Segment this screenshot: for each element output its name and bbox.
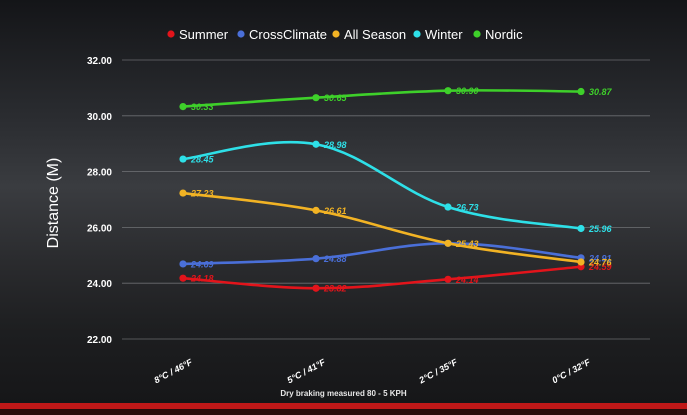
- legend-label: CrossClimate: [249, 27, 327, 42]
- data-label-winter: 28.98: [323, 140, 347, 150]
- series-line-summer: [182, 265, 582, 290]
- series-summer: 24.18 23.82 24.14 24.59: [179, 262, 612, 294]
- data-label-summer: 24.18: [190, 274, 214, 284]
- data-point-winter: [444, 203, 452, 211]
- data-label-winter: 25.96: [588, 224, 613, 234]
- legend-label: Winter: [425, 27, 463, 42]
- data-label-summer: 24.59: [588, 262, 612, 272]
- data-point-winter: [312, 140, 320, 148]
- data-point-summer: [444, 275, 452, 283]
- data-label-nordic: 30.33: [191, 102, 214, 112]
- data-point-winter: [577, 224, 585, 233]
- legend: Summer CrossClimate All Season Winter Nordic: [167, 27, 523, 42]
- legend-marker: [413, 30, 421, 38]
- data-point-crossclimate: [179, 260, 187, 268]
- series-line-winter: [182, 140, 582, 230]
- series-line-crossclimate: [182, 242, 582, 266]
- data-label-winter: 28.45: [190, 155, 215, 165]
- data-point-summer: [179, 274, 187, 282]
- data-label-allseason: 26.61: [323, 206, 347, 216]
- data-label-crossclimate: 24.69: [190, 259, 214, 269]
- series-nordic: 30.33 30.65 30.90 30.87: [179, 86, 613, 112]
- series-line-allseason: [182, 191, 582, 264]
- data-point-nordic: [577, 87, 585, 96]
- legend-item-nordic: Nordic: [473, 27, 523, 42]
- series-line-nordic: [182, 89, 582, 108]
- data-point-allseason: [312, 206, 320, 214]
- data-label-summer: 24.14: [455, 275, 479, 285]
- data-label-summer: 23.82: [323, 284, 347, 294]
- data-point-summer: [312, 284, 320, 292]
- data-point-nordic: [179, 102, 187, 111]
- y-tick-label: 30.00: [87, 112, 112, 123]
- series-allseason: 27.23 26.61 25.43 24.76: [179, 189, 613, 267]
- data-point-nordic: [312, 94, 320, 102]
- y-tick-label: 24.00: [87, 279, 112, 290]
- series-winter: 28.45 28.98 26.73 25.96: [179, 140, 613, 234]
- x-tick-label: 0°C / 32°F: [550, 357, 592, 386]
- data-label-nordic: 30.87: [589, 87, 613, 97]
- data-point-winter: [179, 155, 187, 163]
- data-label-winter: 26.73: [455, 203, 479, 213]
- legend-marker: [332, 30, 340, 38]
- legend-label: Nordic: [485, 27, 523, 42]
- data-label-crossclimate: 24.88: [323, 254, 347, 264]
- y-tick-label: 32.00: [87, 56, 112, 67]
- legend-item-crossclimate: CrossClimate: [237, 27, 327, 42]
- data-label-nordic: 30.65: [324, 93, 348, 103]
- series-crossclimate: 24.69 24.88 24.91: [179, 239, 612, 269]
- x-tick-label: 2°C / 35°F: [417, 357, 460, 386]
- data-point-crossclimate: [312, 255, 320, 263]
- accent-bar-shadow: [0, 409, 687, 415]
- data-point-allseason: [577, 258, 585, 266]
- footer-note: Dry braking measured 80 - 5 KPH: [280, 389, 407, 398]
- x-tick-label: 8°C / 46°F: [152, 357, 194, 386]
- y-tick-label: 26.00: [87, 223, 112, 234]
- data-label-allseason: 27.23: [190, 189, 214, 199]
- accent-bar: [0, 403, 687, 409]
- legend-marker: [167, 30, 175, 38]
- data-label-crossclimate: 24.91: [588, 253, 612, 263]
- y-axis: 22.00 24.00 26.00 28.00 30.00 32.00: [87, 56, 112, 346]
- data-point-nordic: [444, 87, 452, 95]
- x-tick-label: 5°C / 41°F: [285, 357, 327, 386]
- legend-label: Summer: [179, 27, 229, 42]
- legend-label: All Season: [344, 27, 406, 42]
- legend-marker: [237, 30, 245, 38]
- legend-marker: [473, 30, 481, 38]
- data-point-allseason: [444, 239, 452, 247]
- y-tick-label: 28.00: [87, 168, 112, 179]
- y-axis-label: Distance (M): [45, 158, 62, 249]
- legend-item-winter: Winter: [413, 27, 463, 42]
- x-axis: 8°C / 46°F 5°C / 41°F 2°C / 35°F 0°C / 32°F: [152, 357, 592, 386]
- data-label-allseason: 25.43: [455, 239, 479, 249]
- legend-item-allseason: All Season: [332, 27, 406, 42]
- data-label-nordic: 30.90: [456, 86, 479, 96]
- y-tick-label: 22.00: [87, 335, 112, 346]
- legend-item-summer: Summer: [167, 27, 229, 42]
- data-point-allseason: [179, 189, 187, 197]
- data-label-allseason: 24.76: [588, 257, 613, 267]
